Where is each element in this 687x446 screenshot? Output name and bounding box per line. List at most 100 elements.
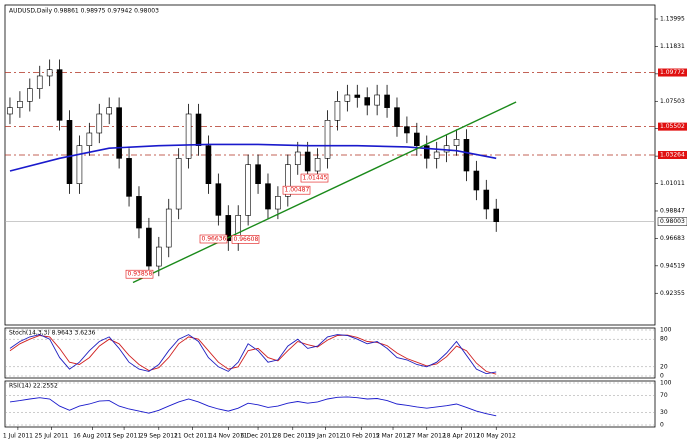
candle-body [443, 145, 450, 153]
y-tick-label: 1.13995 [660, 16, 685, 23]
candle-body [404, 126, 410, 134]
annotation-label: 0.96608 [234, 236, 259, 243]
candle-body [86, 132, 93, 146]
candle-body [185, 113, 192, 159]
trendline [132, 101, 517, 284]
indicator-tick-label: 0 [660, 373, 664, 380]
x-tick-label: 7 Sep 2011 [107, 433, 141, 440]
candle-body [463, 139, 470, 172]
annotation-box [125, 269, 154, 279]
candle-body [334, 101, 341, 121]
candle-body [275, 196, 281, 210]
level-label: 1.09772 [660, 69, 685, 76]
candle-body [27, 88, 33, 102]
indicator-tick-label: 100 [660, 327, 672, 334]
chart-title: AUDUSD,Daily 0.98861 0.98975 0.97942 0.9… [9, 8, 159, 15]
x-tick-label: 6 Dec 2011 [241, 433, 276, 440]
annotation-label: 0.96636 [202, 235, 227, 242]
candle-body [136, 196, 142, 229]
moving-average [9, 143, 497, 172]
rsi-panel [4, 380, 656, 428]
current-price-box [657, 217, 687, 226]
candle-body [106, 107, 112, 115]
level-label-box [658, 122, 687, 131]
indicator-tick-label: 30 [660, 409, 668, 416]
candle-body [354, 94, 361, 98]
candle-body [433, 151, 440, 159]
candle-body [304, 151, 311, 172]
y-tick-label: 0.98847 [660, 207, 685, 214]
level-label: 1.05502 [660, 123, 685, 130]
candle-body [314, 158, 321, 172]
y-tick-label: 0.96683 [660, 235, 685, 242]
candle-body [225, 215, 232, 242]
y-tick-label: 1.11831 [660, 43, 685, 50]
candle-body [285, 164, 291, 197]
candle-body [493, 208, 500, 223]
rsi-line [9, 396, 497, 417]
stoch-panel [4, 327, 656, 379]
rsi-label: RSI(14) 22.2552 [9, 383, 58, 390]
candle-body [195, 113, 202, 146]
candle-body [394, 107, 400, 127]
candle-body [473, 170, 480, 191]
candle-body [116, 107, 122, 159]
x-tick-label: 27 Mar 2012 [408, 433, 446, 440]
candle-body [324, 120, 331, 159]
x-tick-label: 16 Aug 2011 [73, 433, 112, 440]
candle-body [453, 139, 460, 146]
candle-body [364, 97, 371, 106]
level-label-box [658, 68, 687, 77]
indicator-tick-label: 0 [660, 422, 664, 429]
candle-body [384, 94, 390, 108]
x-tick-label: 5 Mar 2012 [376, 433, 410, 440]
annotation-box [300, 173, 329, 183]
candle-body [423, 145, 430, 159]
indicator-tick-label: 80 [660, 336, 668, 343]
y-tick-label: 1.07503 [660, 98, 685, 105]
candle-body [56, 69, 63, 121]
indicator-tick-label: 70 [660, 392, 668, 399]
x-tick-label: 1 Jul 2011 [3, 433, 33, 440]
candle-body [36, 75, 43, 89]
candle-body [66, 120, 73, 184]
y-tick-label: 0.94519 [660, 262, 685, 269]
indicator-tick-label: 100 [660, 380, 672, 387]
stoch-line [9, 334, 497, 375]
annotation-label: 0.93858 [128, 271, 153, 278]
candle-body [146, 227, 152, 267]
indicator-tick-label: 20 [660, 363, 668, 370]
candle-body [7, 107, 13, 115]
candle-body [175, 158, 182, 210]
level-label-box [658, 151, 687, 160]
stoch-line [9, 334, 497, 375]
x-tick-label: 10 May 2012 [477, 433, 516, 440]
candle-body [156, 246, 162, 267]
x-tick-label: 10 Feb 2012 [343, 433, 381, 440]
x-tick-label: 14 Nov 2011 [209, 433, 248, 440]
candle-body [165, 208, 172, 248]
candle-body [265, 183, 271, 210]
candle-body [205, 145, 212, 184]
candle-body [76, 145, 83, 184]
candle-body [46, 69, 53, 77]
stoch-label: Stoch(14,3,3) 8.9643 3.6236 [9, 330, 96, 337]
y-tick-label: 1.01011 [660, 180, 685, 187]
annotation-box [231, 235, 260, 244]
candle-body [96, 113, 103, 134]
candle-body [374, 94, 380, 106]
main-panel [4, 4, 656, 326]
x-tick-label: 29 Sep 2011 [140, 433, 178, 440]
candle-body [245, 164, 251, 216]
x-tick-label: 18 Apr 2012 [443, 433, 480, 440]
x-tick-label: 21 Oct 2011 [174, 433, 211, 440]
candle-body [255, 164, 261, 184]
candle-body [17, 101, 23, 108]
level-label: 1.03264 [660, 152, 685, 159]
y-tick-label: 0.92355 [660, 290, 685, 297]
annotation-box [282, 185, 311, 195]
candle-body [126, 158, 132, 197]
x-tick-label: 19 Jan 2012 [308, 433, 344, 440]
